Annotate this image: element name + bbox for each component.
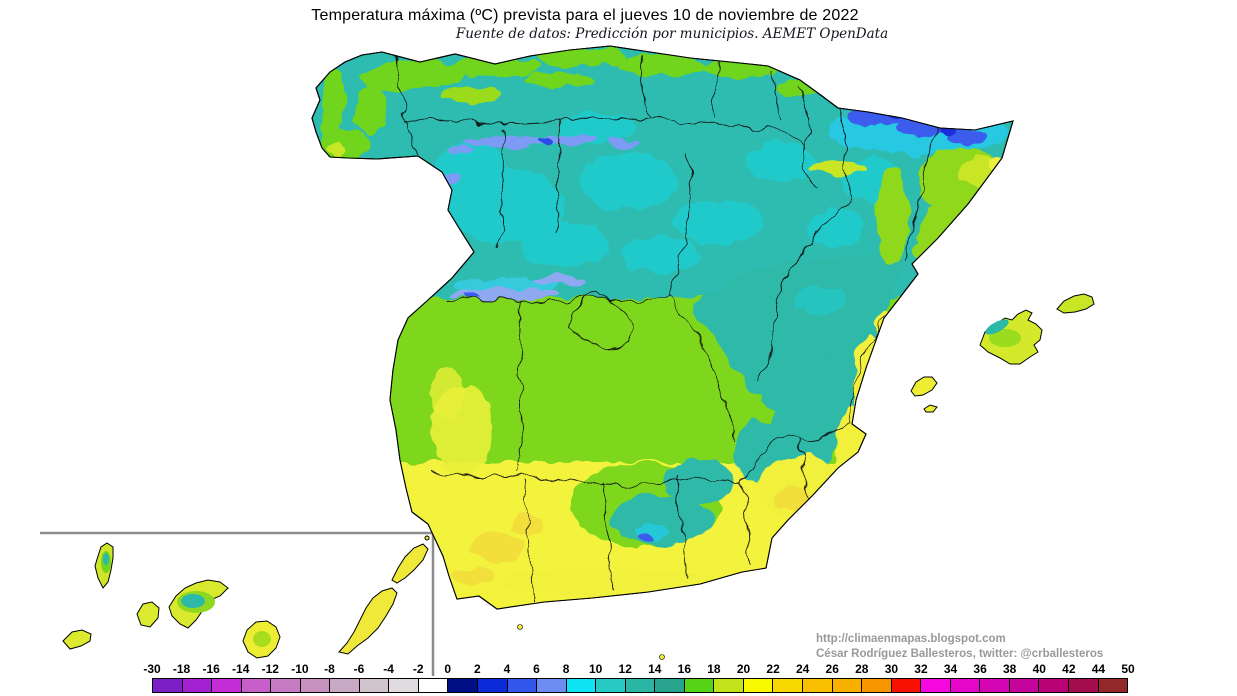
credits: http://climaenmapas.blogspot.com César R… [816,632,1103,662]
mainland-coastline [311,45,1014,610]
legend-cell-40-to-42 [1038,679,1068,692]
legend-label--16: -16 [202,662,220,676]
legend-label--12: -12 [261,662,279,676]
legend-label-38: 38 [1003,662,1017,676]
legend-label-14: 14 [648,662,662,676]
legend-cell--30-to--18 [153,679,182,692]
legend-cell-24-to-26 [802,679,832,692]
legend-cell--8-to--6 [329,679,359,692]
legend-label--10: -10 [291,662,309,676]
legend-cell--12-to--10 [270,679,300,692]
legend-cell--6-to--4 [358,679,389,692]
legend-cell-4-to-6 [506,679,537,692]
menorca-island [1056,293,1095,314]
legend-label--18: -18 [172,662,191,676]
legend-cell-30-to-32 [890,679,921,692]
legend-cell-32-to-34 [920,679,950,692]
canary-inset-border [40,531,435,676]
legend-cell-0-to-2 [447,679,478,692]
legend-cell-12-to-14 [624,679,655,692]
legend-label-0: 0 [444,662,452,676]
temperature-legend: -30 -18 -16 -14 -12 -10 -8 -6 -4 -2 0 2 4 6 8 10 12 14 16 1… [143,662,1135,693]
legend-label-12: 12 [618,662,632,676]
legend-label-36: 36 [973,662,987,676]
legend-cell-42-to-44 [1067,679,1098,692]
legend-cell-6-to-8 [536,679,566,692]
province-borders [396,49,939,599]
legend-label-30: 30 [884,662,899,676]
legend-cell-16-to-18 [683,679,714,692]
legend-labels: -30 -18 -16 -14 -12 -10 -8 -6 -4 -2 0 2 4 6 8 10 12 14 16 1… [143,662,1134,676]
legend-label-2: 2 [473,662,481,676]
legend-cell-20-to-22 [742,679,773,692]
legend-cell-14-to-16 [654,679,684,692]
legend-cell-44-to-50 [1097,679,1128,692]
legend-label-50: 50 [1121,662,1135,676]
legend-label-34: 34 [943,662,958,676]
melilla-dot [659,654,665,660]
credits-url: http://climaenmapas.blogspot.com [816,633,1006,645]
page-title: Temperatura máxima (ºC) prevista para el… [311,7,859,24]
legend-cell-34-to-36 [949,679,980,692]
ceuta-dot [517,624,523,630]
legend-cell-26-to-28 [831,679,862,692]
la-graciosa-islet [424,535,430,541]
legend-cell--10-to--8 [299,679,330,692]
legend-label--14: -14 [232,662,250,676]
legend-cell-2-to-4 [477,679,507,692]
legend-label--4: -4 [383,662,394,676]
legend-cell-8-to-10 [565,679,596,692]
ibiza-island [910,376,938,397]
balearic-islands [910,293,1095,413]
legend-cell--2-to-0 [417,679,448,692]
legend-label--8: -8 [324,662,335,676]
legend-cell-22-to-24 [772,679,803,692]
legend-cell-18-to-20 [713,679,743,692]
legend-label--2: -2 [412,662,424,676]
legend-label-16: 16 [677,662,692,676]
legend-cell--14-to--12 [240,679,271,692]
legend-label-4: 4 [503,662,511,676]
legend-label-10: 10 [588,662,603,676]
la-gomera-island [136,601,160,628]
legend-cell-36-to-38 [979,679,1009,692]
canary-islands [62,535,430,659]
legend-cell-10-to-12 [595,679,625,692]
legend-cell--4-to--2 [388,679,418,692]
formentera-island [923,404,938,413]
legend-label-32: 32 [914,662,928,676]
legend-label-22: 22 [766,662,780,676]
lanzarote-island [391,543,429,584]
legend-cell--16-to--14 [211,679,241,692]
legend-cell-38-to-40 [1008,679,1039,692]
legend-label-26: 26 [825,662,839,676]
legend-label-24: 24 [795,662,810,676]
legend-cell--18-to--16 [181,679,212,692]
legend-label-6: 6 [533,662,540,676]
credits-author: César Rodríguez Ballesteros, twitter: @c… [816,648,1104,660]
legend-label-20: 20 [736,662,751,676]
legend-label--6: -6 [353,662,365,676]
el-hierro-island [62,629,92,650]
data-source-subtitle: Fuente de datos: Predicción por municipi… [455,26,889,42]
legend-label-44: 44 [1091,662,1106,676]
legend-cell-28-to-30 [861,679,891,692]
legend-label-42: 42 [1062,662,1076,676]
legend-label-28: 28 [855,662,869,676]
legend-label--30: -30 [143,662,161,676]
legend-label-8: 8 [562,662,570,676]
fuerteventura-island [338,587,398,655]
legend-color-scale [152,678,1128,693]
legend-label-40: 40 [1032,662,1046,676]
legend-label-18: 18 [707,662,721,676]
